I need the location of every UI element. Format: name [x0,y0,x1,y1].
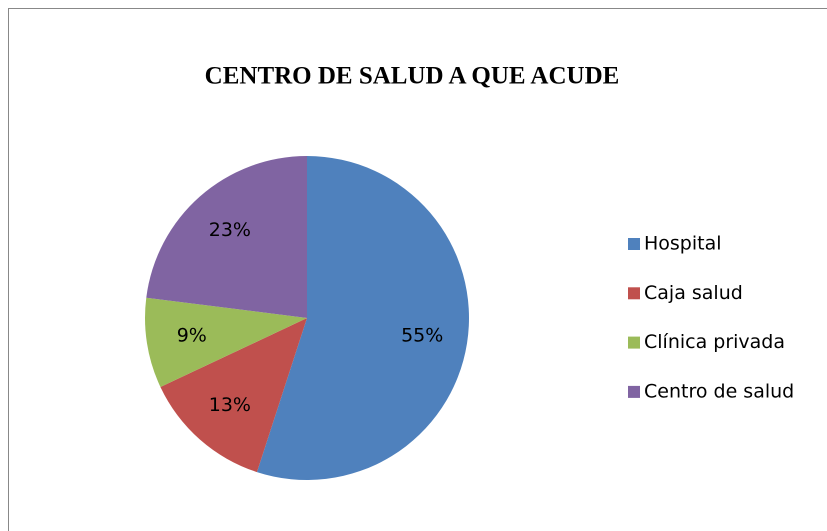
legend-label: Hospital [644,233,722,255]
legend-swatch [628,287,640,300]
data-label: 23% [209,219,251,241]
pie-slice [146,156,307,318]
data-label: 9% [177,325,207,347]
legend-swatch [628,385,640,398]
legend-label: Clínica privada [644,331,785,353]
pie-slice [160,318,307,473]
pie-slice [145,297,307,387]
pie-slice [256,156,469,481]
legend-label: Caja salud [644,282,743,304]
legend-swatch [628,238,640,250]
chart-title: CENTRO DE SALUD A QUE ACUDE [205,63,620,90]
legend-label: Centro de salud [644,380,794,402]
data-label: 13% [209,394,251,416]
data-label: 55% [401,325,443,347]
legend-swatch [628,336,640,349]
